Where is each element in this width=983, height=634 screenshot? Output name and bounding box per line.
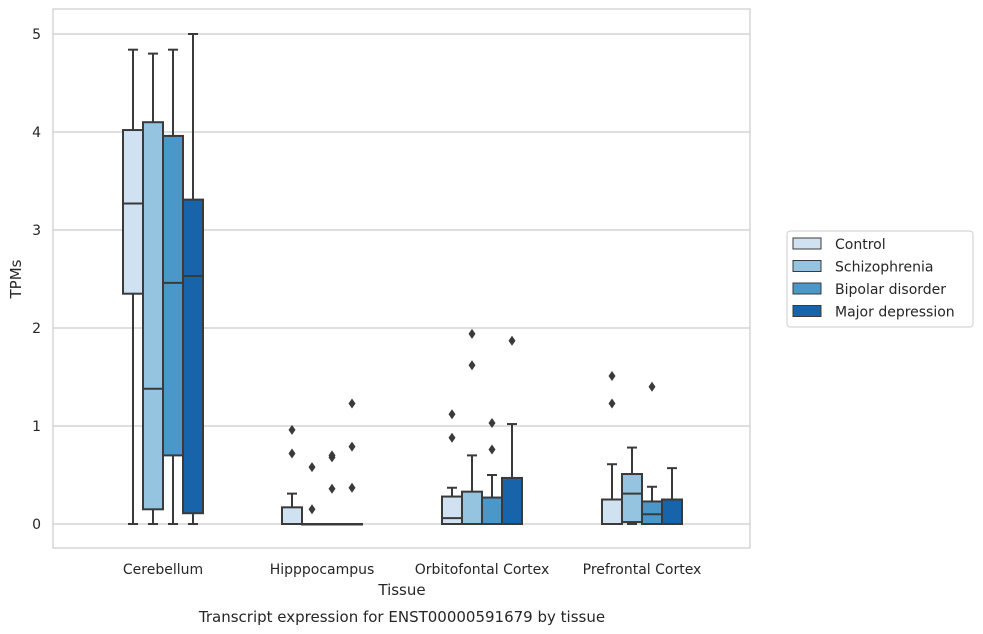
y-tick-label: 5 bbox=[32, 27, 41, 43]
outlier-point bbox=[328, 450, 336, 461]
y-tick-label: 1 bbox=[32, 419, 41, 435]
box-body bbox=[162, 134, 184, 457]
y-tick-labels: 0 1 2 3 4 5 bbox=[32, 27, 41, 533]
box-body bbox=[142, 121, 164, 511]
box-3-1 bbox=[341, 398, 363, 526]
figure-caption: Transcript expression for ENST0000059167… bbox=[198, 608, 605, 626]
outlier-point bbox=[508, 335, 516, 346]
outlier-point bbox=[308, 504, 316, 515]
outlier-point bbox=[348, 482, 356, 493]
x-tick-label: Prefrontal Cortex bbox=[583, 562, 702, 578]
outlier-point bbox=[328, 483, 336, 494]
box-0-1 bbox=[281, 424, 303, 525]
legend-swatch bbox=[792, 305, 822, 317]
x-tick-label: Cerebellum bbox=[123, 562, 203, 578]
box-body bbox=[641, 500, 663, 525]
box-0-2 bbox=[441, 409, 463, 525]
box-3-2 bbox=[501, 335, 523, 526]
y-tick-label: 2 bbox=[32, 321, 41, 337]
y-tick-label: 4 bbox=[32, 125, 41, 141]
legend-label: Schizophrenia bbox=[835, 260, 933, 276]
box-body bbox=[441, 495, 463, 525]
y-tick-label: 3 bbox=[32, 223, 41, 239]
outlier-point bbox=[608, 398, 616, 409]
legend-label: Control bbox=[835, 237, 886, 253]
x-axis-label: Tissue bbox=[377, 581, 425, 599]
box-body bbox=[621, 473, 643, 524]
outlier-point bbox=[348, 441, 356, 452]
box-2-2 bbox=[481, 418, 503, 526]
legend-swatch bbox=[792, 237, 822, 250]
box-1-3 bbox=[621, 446, 643, 525]
outlier-point bbox=[308, 462, 316, 473]
outlier-point bbox=[448, 432, 456, 443]
box-2-1 bbox=[321, 450, 343, 526]
legend: Control Schizophrenia Bipolar disorder Majo… bbox=[786, 230, 974, 328]
y-tick-label: 0 bbox=[32, 517, 41, 533]
outlier-point bbox=[348, 398, 356, 409]
outlier-point bbox=[488, 418, 496, 429]
box-body bbox=[661, 498, 683, 525]
box-body bbox=[501, 476, 523, 526]
box-body bbox=[122, 129, 144, 295]
box-body bbox=[281, 506, 303, 525]
box-body bbox=[182, 198, 204, 515]
box-body bbox=[481, 496, 503, 526]
box-3-3 bbox=[661, 467, 683, 525]
outlier-point bbox=[288, 424, 296, 435]
legend-label: Bipolar disorder bbox=[835, 282, 946, 298]
box-1-0 bbox=[142, 52, 164, 525]
x-tick-label: Hipppocampus bbox=[270, 562, 375, 578]
x-tick-label: Orbitofontal Cortex bbox=[415, 562, 550, 578]
outlier-point bbox=[448, 409, 456, 420]
legend-frame bbox=[786, 230, 974, 328]
outlier-point bbox=[468, 328, 476, 339]
box-1-2 bbox=[461, 328, 483, 526]
box-body bbox=[601, 498, 623, 525]
box-2-3 bbox=[641, 381, 663, 525]
boxes bbox=[122, 33, 683, 526]
box-body bbox=[461, 490, 483, 526]
x-tick-labels: Cerebellum Hipppocampus Orbitofontal Corte… bbox=[123, 562, 701, 578]
y-axis-label: TPMs bbox=[7, 259, 25, 299]
box-3-0 bbox=[182, 33, 204, 525]
legend-swatch bbox=[792, 282, 822, 295]
outlier-point bbox=[468, 360, 476, 371]
outlier-point bbox=[288, 448, 296, 459]
legend-swatch bbox=[792, 260, 822, 272]
outlier-point bbox=[648, 381, 656, 392]
outlier-point bbox=[488, 444, 496, 455]
box-1-1 bbox=[301, 462, 323, 526]
outlier-point bbox=[608, 371, 616, 382]
legend-label: Major depression bbox=[835, 305, 955, 321]
